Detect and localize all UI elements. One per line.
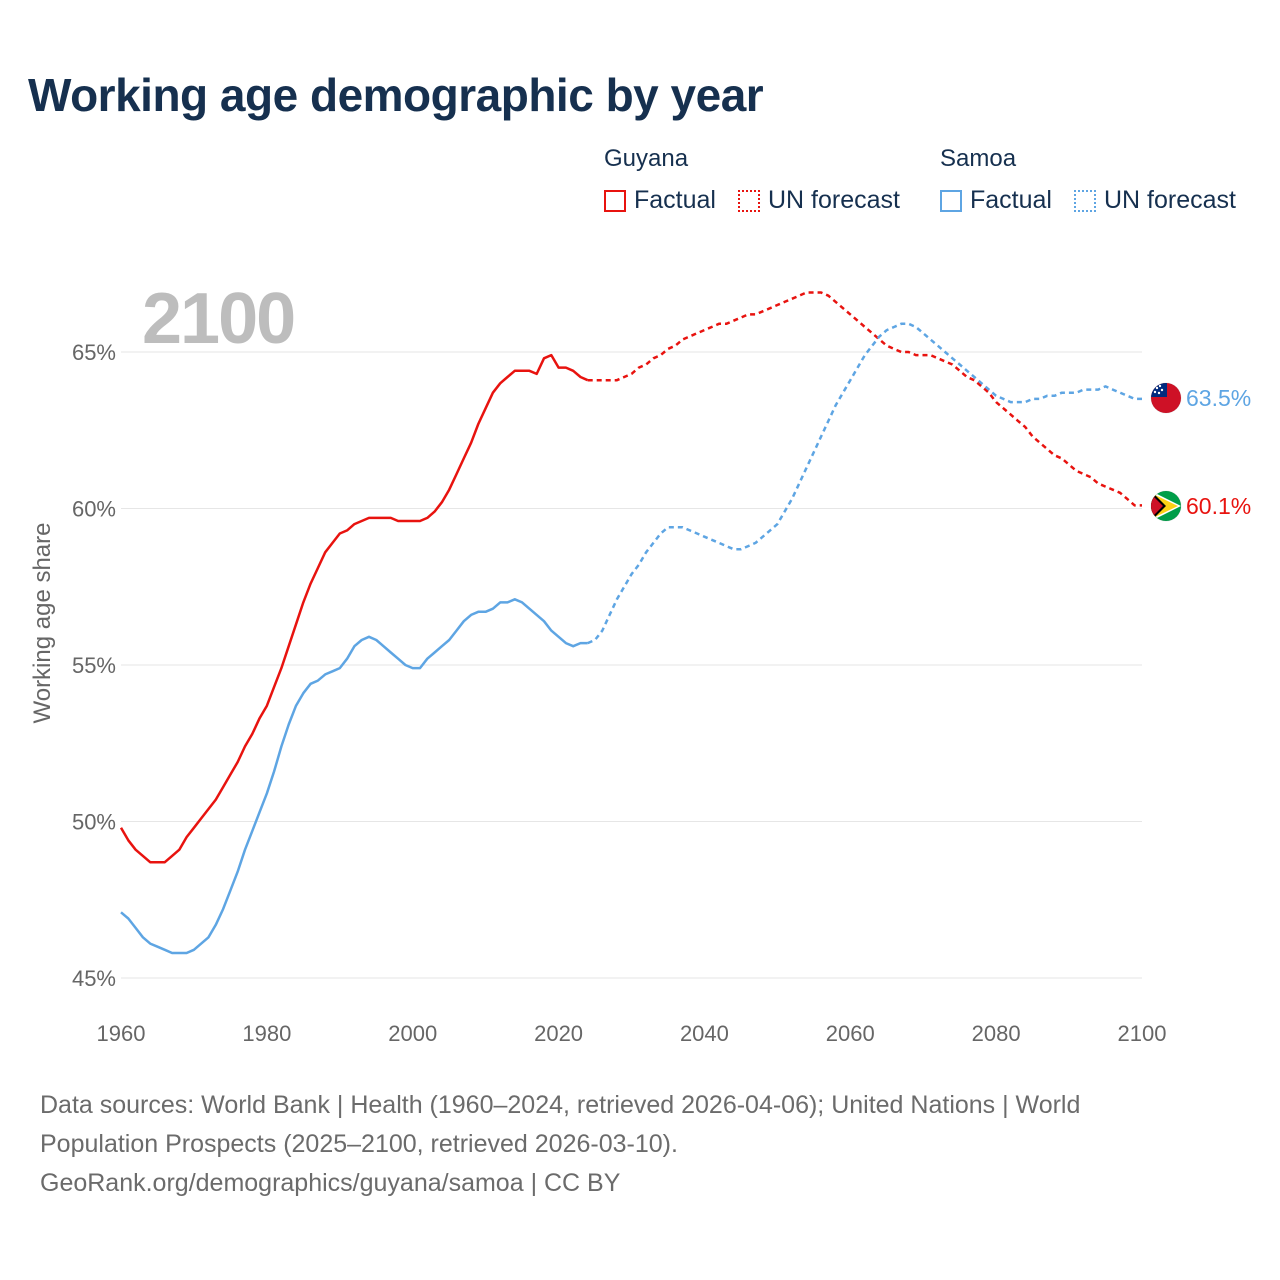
series-lines (119, 291, 1142, 955)
guyana-flag-icon (1151, 491, 1181, 521)
legend-label: Factual (970, 186, 1052, 214)
data-sources: Data sources: World Bank | Health (1960–… (40, 1086, 1160, 1203)
dotted-line-swatch-icon (738, 189, 760, 212)
year-overlay: 2100 (142, 279, 294, 359)
legend-label: Factual (634, 186, 716, 214)
y-tick-label: 60% (72, 497, 116, 522)
sources-credit-link[interactable]: GeoRank.org/demographics/guyana/samoa | … (40, 1169, 621, 1197)
y-axis-ticks: 45% 50% 55% 60% 65% (72, 340, 116, 991)
legend-item-guyana-forecast[interactable]: UN forecast (738, 186, 900, 215)
x-axis-ticks: 1960 1980 2000 2020 2040 2060 2080 2100 (97, 1021, 1167, 1046)
x-tick-label: 2080 (972, 1021, 1021, 1046)
x-tick-label: 2100 (1118, 1021, 1167, 1046)
guyana-end-label: 60.1% (1186, 493, 1251, 519)
guyana-forecast-line (587, 291, 1142, 507)
guyana-factual-line (119, 353, 589, 864)
x-tick-label: 2020 (534, 1021, 583, 1046)
legend-group-samoa: Samoa (940, 145, 1017, 172)
gridlines (121, 351, 1142, 979)
y-tick-label: 55% (72, 653, 116, 678)
sources-line: Data sources: World Bank | Health (1960–… (40, 1091, 1081, 1158)
samoa-factual-line (120, 598, 588, 955)
samoa-forecast-line (587, 322, 1142, 645)
x-tick-label: 1980 (242, 1021, 291, 1046)
y-tick-label: 65% (72, 340, 116, 365)
y-tick-label: 45% (72, 966, 116, 991)
x-tick-label: 1960 (97, 1021, 146, 1046)
solid-line-swatch-icon (604, 189, 626, 212)
samoa-flag-icon (1151, 383, 1181, 413)
y-tick-label: 50% (72, 810, 116, 835)
legend-label: UN forecast (768, 186, 900, 214)
line-chart: 2100 45% 50% 55% 60% 65% 1960 1980 2000 2020 204… (29, 279, 1251, 1046)
solid-line-swatch-icon (940, 189, 962, 212)
end-markers: 60.1% 63.5% (1150, 382, 1251, 522)
chart-title: Working age demographic by year (28, 69, 764, 121)
legend-item-samoa-forecast[interactable]: UN forecast (1074, 186, 1236, 215)
x-tick-label: 2000 (388, 1021, 437, 1046)
legend-item-guyana-factual[interactable]: Factual (604, 186, 716, 215)
x-tick-label: 2060 (826, 1021, 875, 1046)
dotted-line-swatch-icon (1074, 189, 1096, 212)
samoa-end-label: 63.5% (1186, 385, 1251, 411)
legend-group-guyana: Guyana (604, 145, 689, 172)
y-axis-label: Working age share (29, 523, 56, 724)
legend-label: UN forecast (1104, 186, 1236, 214)
x-tick-label: 2040 (680, 1021, 729, 1046)
legend-item-samoa-factual[interactable]: Factual (940, 186, 1052, 215)
